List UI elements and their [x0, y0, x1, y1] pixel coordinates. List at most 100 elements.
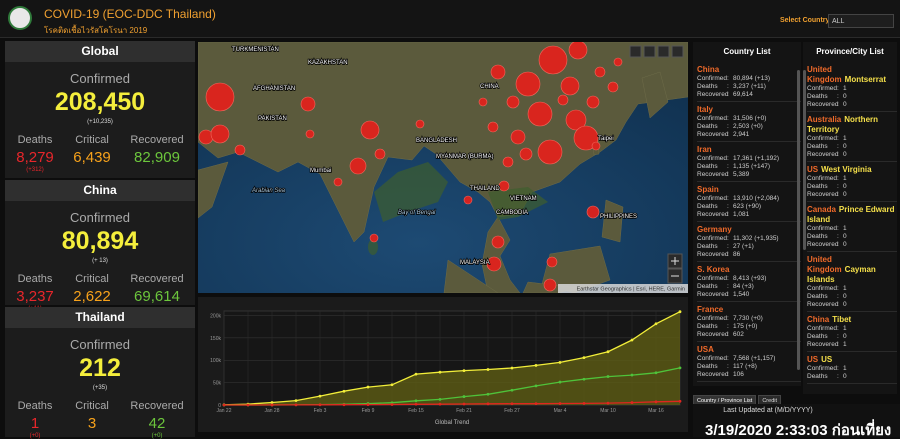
- line: [224, 400, 681, 406]
- stat-value: 27 (+1): [733, 243, 754, 250]
- stat-label: Confirmed: [697, 115, 727, 122]
- stat-line: Confirmed: 80,894 (+13): [697, 75, 801, 83]
- stat-value: 86: [733, 251, 741, 258]
- stat-value: 2,941: [733, 131, 750, 138]
- stat-value: 1: [843, 365, 847, 372]
- country-row[interactable]: Italy Confirmed: 31,506 (+0) Deaths:2,503 (…: [697, 102, 801, 142]
- map-label: THAILAND: [470, 186, 500, 192]
- stat-label: Confirmed: [697, 75, 727, 82]
- app-subtitle: โรคติดเชื้อไวรัสโคโรนา 2019: [44, 26, 148, 35]
- confirmed-label: Confirmed: [70, 210, 130, 225]
- country-row[interactable]: China Confirmed: 80,894 (+13) Deaths:3,237 …: [697, 62, 801, 102]
- confirmed-change: (+35): [92, 385, 108, 391]
- stat-label: Deaths: [807, 233, 828, 240]
- separator: :: [837, 365, 839, 372]
- point: [558, 402, 562, 405]
- province-row[interactable]: Canada Prince Edward Island Confirmed: 1 Dea…: [807, 202, 897, 252]
- scrollbar[interactable]: [803, 70, 806, 250]
- province-row[interactable]: China Tibet Confirmed: 1 Deaths:0 Recovered: 1: [807, 312, 897, 352]
- x-tick-label: Jan 22: [216, 408, 231, 414]
- country-row[interactable]: France Confirmed: 7,730 (+0) Deaths:175 (+0…: [697, 302, 801, 342]
- tabs: Country / Province List Credit: [693, 389, 801, 407]
- y-tick-label: 50k: [213, 381, 222, 387]
- stat-value: 1,081: [733, 211, 750, 218]
- confirmed-value: 212: [79, 354, 121, 382]
- province-row[interactable]: United Kingdom Cayman Islands Confirmed: 1 D…: [807, 252, 897, 312]
- x-tick-label: Feb 21: [456, 408, 472, 414]
- province: Prince Edward Island: [807, 205, 895, 224]
- country-row[interactable]: S. Korea Confirmed: 8,413 (+93) Deaths:84 (…: [697, 262, 801, 302]
- zoom-controls[interactable]: [667, 253, 683, 284]
- scrollbar[interactable]: [797, 70, 800, 370]
- separator: :: [727, 251, 729, 258]
- stat-label: Confirmed: [807, 285, 837, 292]
- province-row[interactable]: United Kingdom Montserrat Confirmed: 1 Death…: [807, 62, 897, 112]
- stat-value: 31,506 (+0): [733, 115, 767, 122]
- separator: :: [837, 135, 839, 142]
- stat-line: Confirmed: 17,361 (+1,192): [697, 155, 801, 163]
- stat-label: Deaths: [697, 363, 718, 370]
- country-name: Italy: [697, 105, 714, 114]
- stat-label: Confirmed: [697, 235, 727, 242]
- country-rows: China Confirmed: 80,894 (+13) Deaths: 3,237 …: [693, 62, 801, 382]
- list-title: Province/City List: [803, 42, 897, 62]
- stat-label: Recovered: [697, 211, 729, 218]
- stat-label: Recovered: [807, 191, 839, 198]
- province-row[interactable]: US US Confirmed: 1 Deaths:0: [807, 352, 897, 384]
- stat-line: Deaths:0: [807, 233, 897, 241]
- map-tools[interactable]: [629, 45, 684, 58]
- stat-line: Recovered: 0: [807, 301, 897, 309]
- map[interactable]: TURKMENISTAN KAZAKHSTAN AFGHANISTAN PAKI…: [197, 40, 689, 294]
- point: [510, 388, 514, 392]
- stat-value: 1: [30, 415, 40, 432]
- country-list: Country List China Confirmed: 80,894 (+13)…: [693, 42, 801, 386]
- point: [390, 383, 394, 387]
- point: [630, 401, 634, 404]
- province-row[interactable]: Australia Northern Territory Confirmed: 1 De…: [807, 112, 897, 162]
- stat-value: 1: [843, 285, 847, 292]
- stat-change: (+312): [26, 167, 44, 173]
- map-label: AFGHANISTAN: [253, 86, 295, 92]
- separator: :: [727, 115, 729, 122]
- y-tick-label: 0: [218, 403, 221, 409]
- separator: :: [727, 195, 729, 202]
- point: [582, 356, 586, 360]
- map-label: CHINA: [480, 84, 499, 90]
- stat-label: Deaths: [17, 273, 53, 285]
- country-row[interactable]: Spain Confirmed: 13,910 (+2,084) Deaths:623…: [697, 182, 801, 222]
- stat-change: (+0): [29, 433, 41, 439]
- stat-value: 106: [733, 371, 744, 378]
- summary-section: Thailand Confirmed 212 (+35) Deaths 1 (+0) Crit…: [5, 307, 195, 439]
- confirmed-value: 80,894: [61, 227, 139, 255]
- stat-value: 602: [733, 331, 744, 338]
- stat-line: Recovered: 69,614: [697, 91, 801, 99]
- stat-value: 3,237 (+11): [733, 83, 766, 90]
- country-name: Australia: [807, 115, 842, 124]
- stat-line: Recovered: 0: [807, 191, 897, 199]
- stat-label: Confirmed: [807, 225, 837, 232]
- stat-value: 1: [843, 225, 847, 232]
- stat-label: Recovered: [807, 151, 839, 158]
- point: [414, 402, 418, 406]
- stat-line: Confirmed: 1: [807, 175, 897, 183]
- country-row[interactable]: USA Confirmed: 7,568 (+1,157) Deaths:117 (+…: [697, 342, 801, 382]
- province-row[interactable]: US West Virginia Confirmed: 1 Deaths:0 Recove…: [807, 162, 897, 202]
- select-label: Select Country: [780, 17, 830, 24]
- country-row[interactable]: Germany Confirmed: 11,302 (+1,935) Deaths:2…: [697, 222, 801, 262]
- separator: :: [837, 225, 839, 232]
- stat-value: 0: [843, 151, 847, 158]
- case-bubbles: [198, 40, 623, 292]
- country-name: Iran: [697, 145, 712, 154]
- stat-line: Recovered: 1,081: [697, 211, 801, 219]
- country-row[interactable]: Iran Confirmed: 17,361 (+1,192) Deaths:1,13…: [697, 142, 801, 182]
- country-name: China: [697, 65, 720, 74]
- map-label: MALAYSIA: [460, 260, 490, 266]
- stat-label: Deaths: [807, 333, 828, 340]
- stat-label: Recovered: [697, 131, 729, 138]
- point: [630, 373, 634, 377]
- stat-value: 6,439: [73, 149, 111, 166]
- separator: :: [837, 175, 839, 182]
- stat-label: Deaths: [697, 283, 718, 290]
- point: [606, 375, 610, 378]
- country-select[interactable]: ALL: [828, 14, 894, 28]
